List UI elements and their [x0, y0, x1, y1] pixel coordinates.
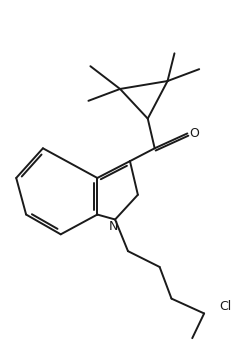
Text: Cl: Cl: [219, 300, 231, 313]
Text: O: O: [189, 127, 199, 140]
Text: N: N: [108, 220, 118, 233]
